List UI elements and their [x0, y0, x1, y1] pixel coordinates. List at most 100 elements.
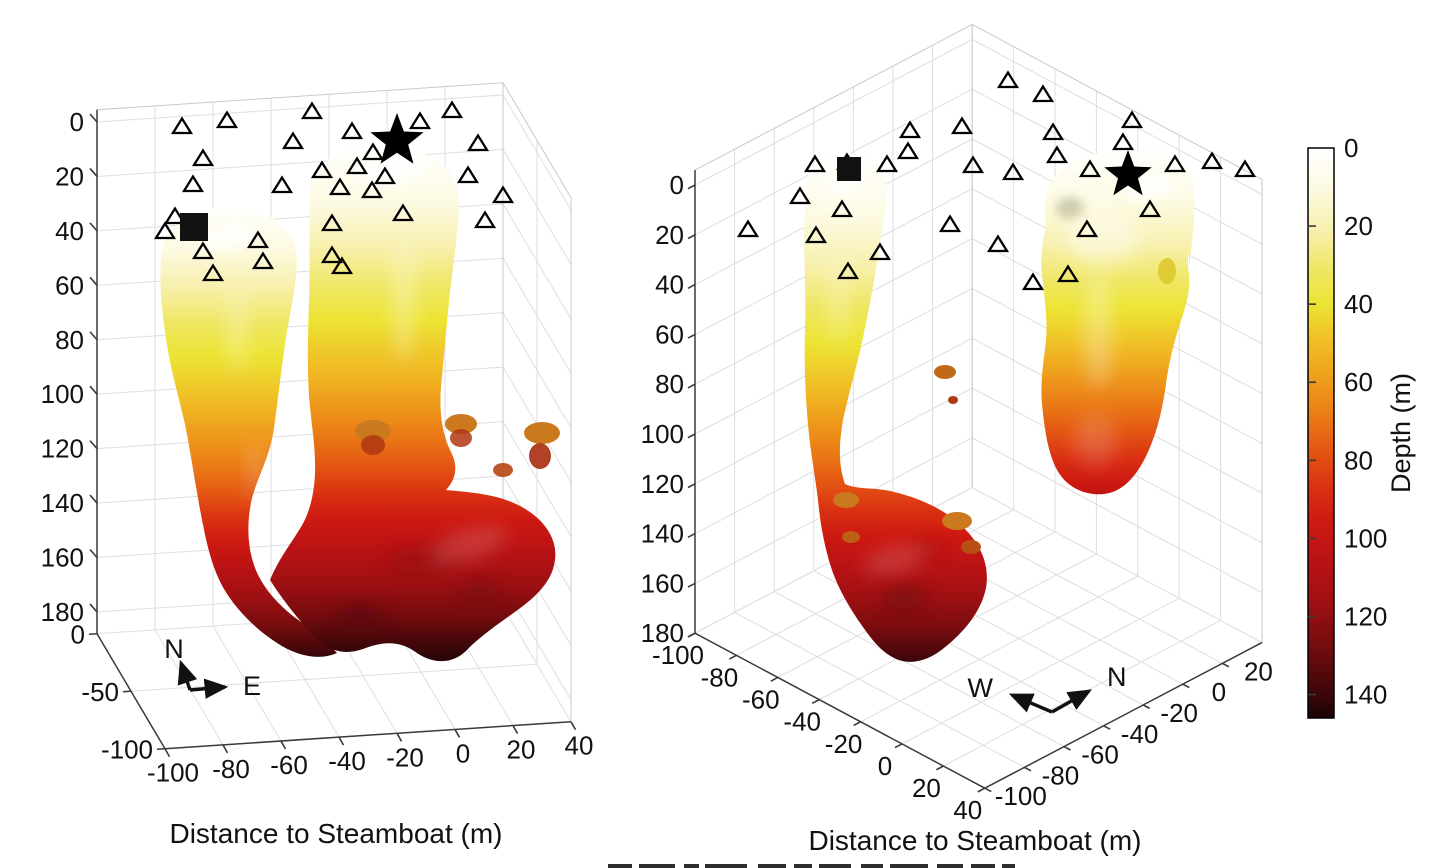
triangle-marker [1045, 145, 1069, 164]
y-tick [88, 632, 98, 636]
depth-tick-label: 40 [655, 270, 684, 300]
colorbar-label: Depth (m) [1386, 373, 1416, 493]
depth-tick-label: 100 [641, 419, 684, 449]
knob [948, 396, 958, 404]
triangle-marker [440, 100, 464, 119]
star-marker [370, 113, 424, 164]
y-tick [122, 690, 132, 693]
knob [529, 443, 551, 469]
knob [833, 492, 859, 508]
colorbar-ticks: 0 20 40 60 80 100 120 140 [1308, 133, 1387, 710]
compass-west-label: W [968, 673, 994, 703]
axis2-tick [1142, 704, 1151, 710]
colorbar-gradient-bar [1307, 147, 1335, 719]
triangle-marker [310, 160, 334, 179]
knob [445, 414, 477, 434]
grid-line [694, 38, 973, 186]
depth-tick [687, 483, 696, 489]
triangle-marker [804, 225, 828, 244]
axis1 [694, 632, 986, 789]
triangle-marker [328, 177, 352, 196]
triangle-marker [246, 230, 270, 249]
depth-tick-label: 140 [641, 519, 684, 549]
depth-tick [89, 167, 98, 177]
compass-west-arrow [1008, 693, 1053, 714]
highlight [862, 544, 928, 576]
axis2-tick [984, 787, 992, 793]
triangle-marker [1138, 199, 1162, 218]
axis-labels-right: 020406080100120140160180-100-80-60-40-20… [641, 170, 1273, 825]
triangle-marker [340, 121, 364, 140]
axis1-tick [687, 632, 696, 638]
triangle-marker [466, 133, 490, 152]
depth-tick-label: 80 [55, 325, 84, 355]
depth-tick-label: 20 [655, 220, 684, 250]
triangle-marker [320, 245, 344, 264]
isosurface-main-conduit [270, 145, 556, 662]
depth-tick-label: 180 [641, 618, 684, 648]
axis1-tick-label: 40 [953, 795, 982, 825]
grid-line [860, 575, 1139, 723]
axis1-tick-label: -20 [825, 729, 863, 759]
colorbar-tick-label: 140 [1344, 680, 1387, 710]
x-tick-label: 0 [456, 738, 470, 768]
axis2-tick [1024, 766, 1032, 772]
triangle-marker [491, 185, 515, 204]
axis2 [984, 641, 1263, 789]
axis1-tick [894, 743, 903, 749]
knob [842, 531, 860, 543]
highlight [201, 224, 255, 252]
y-tick-label: -100 [101, 735, 153, 765]
axis2-tick-label: -60 [1081, 740, 1119, 770]
y-tick-label: -50 [81, 677, 119, 707]
depth-tick [89, 276, 98, 286]
depth-tick-label: 100 [41, 379, 84, 409]
colorbar-tick-label: 20 [1344, 211, 1373, 241]
triangle-marker [300, 101, 324, 120]
compass-north-label: N [1107, 662, 1127, 692]
axis1-tick-label: -40 [783, 707, 821, 737]
triangle-marker [320, 213, 344, 232]
depth-tick [687, 383, 696, 389]
x-tick [570, 721, 577, 731]
axis1-tick [770, 676, 779, 682]
triangle-marker [830, 199, 854, 218]
triangle-marker [163, 206, 187, 225]
depth-tick [687, 582, 696, 588]
depth-tick [687, 333, 696, 339]
axis1-tick [977, 787, 986, 793]
colorbar-tick-label: 40 [1344, 289, 1373, 319]
knob [942, 512, 972, 530]
axis2-tick-label: 20 [1244, 656, 1273, 686]
grid-line [773, 591, 1065, 748]
compass-east-arrow [189, 678, 229, 699]
triangle-marker [191, 148, 215, 167]
colorbar-tick-label: 80 [1344, 445, 1373, 475]
grid-line [932, 507, 1223, 664]
knob [493, 463, 513, 477]
compass-north-arrow [177, 659, 198, 691]
triangle-marker [938, 214, 962, 233]
depth-tick-label: 120 [641, 469, 684, 499]
knob [1158, 258, 1176, 284]
triangle-marker [736, 219, 760, 238]
knob [961, 540, 981, 554]
colorbar-tick-label: 60 [1344, 367, 1373, 397]
depth-tick-label: 140 [41, 488, 84, 518]
depth-tick-label: 0 [70, 107, 84, 137]
x-tick [164, 748, 171, 758]
markers-left [153, 100, 515, 282]
triangle-marker [181, 174, 205, 193]
knob [355, 420, 391, 442]
triangle-marker [360, 180, 384, 199]
square-marker [837, 157, 861, 181]
box-edge [971, 24, 1263, 180]
axis1-tick-label: -60 [742, 684, 780, 714]
depth-tick-label: 60 [55, 270, 84, 300]
shading [883, 588, 927, 608]
depth-tick-label: 160 [641, 568, 684, 598]
compass-right: W N [968, 662, 1127, 714]
highlight [248, 440, 262, 500]
axis2-tick [1222, 662, 1230, 668]
